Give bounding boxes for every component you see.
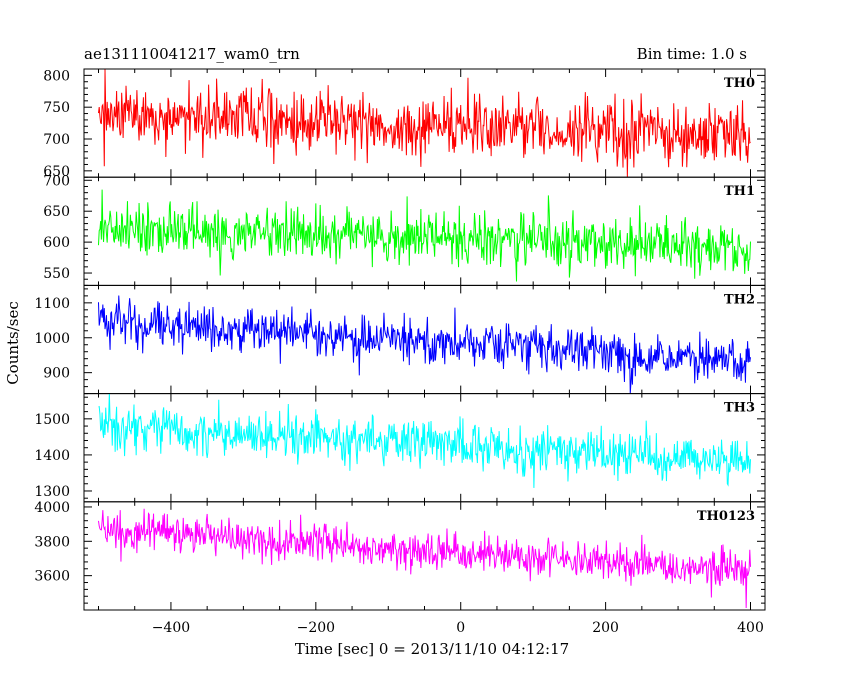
x-tick-label: −400 <box>152 620 190 636</box>
bin-time-label: Bin time: 1.0 s <box>637 45 747 63</box>
panel-th2: 900 1000 1100 TH2 <box>34 284 766 395</box>
chart-title: ae131110041217_wam0_trn <box>84 45 300 63</box>
y-tick-label: 700 <box>43 132 70 148</box>
panel-label-th2: TH2 <box>724 292 755 307</box>
y-tick-label: 1100 <box>34 296 70 312</box>
panel-label-th3: TH3 <box>724 401 755 416</box>
y-tick-label: 650 <box>43 204 70 220</box>
x-tick-label: 200 <box>592 620 619 636</box>
y-tick-label: 4000 <box>34 500 70 516</box>
panel-label-th1: TH1 <box>724 184 755 199</box>
y-tick-label: 1000 <box>34 331 70 347</box>
y-tick-label: 700 <box>43 173 70 189</box>
x-axis: −400 −200 0 200 400 <box>152 620 764 636</box>
panel-th3: 1300 1400 1500 TH3 <box>34 393 766 503</box>
series-line-th0123 <box>97 508 752 609</box>
panel-label-th0: TH0 <box>724 76 755 91</box>
y-tick-label: 650 <box>43 164 70 180</box>
x-tick-label: 400 <box>737 620 764 636</box>
y-tick-label: 3600 <box>34 569 70 585</box>
y-tick-label: 1300 <box>34 484 70 500</box>
y-tick-label: 3800 <box>34 534 70 550</box>
y-axis-label: Counts/sec <box>4 301 22 385</box>
series-line-th0 <box>97 69 751 178</box>
panel-th1: 550 600 650 700 TH1 <box>43 173 766 286</box>
panel-label-th0123: TH0123 <box>697 509 755 524</box>
y-tick-label: 600 <box>43 235 70 251</box>
y-tick-label: 800 <box>43 68 70 84</box>
x-axis-label: Time [sec] 0 = 2013/11/10 04:12:17 <box>295 640 569 658</box>
y-tick-label: 550 <box>43 266 70 282</box>
series-line-th1 <box>97 189 752 282</box>
x-tick-label: 0 <box>456 620 465 636</box>
y-tick-label: 750 <box>43 100 70 116</box>
panel-th0123: 3600 3800 4000 TH0123 <box>34 500 766 611</box>
panel-th0: 650 700 750 800 TH0 <box>43 68 766 180</box>
y-tick-label: 1500 <box>34 412 70 428</box>
y-tick-label: 900 <box>43 366 70 382</box>
series-line-th2 <box>97 295 752 394</box>
y-tick-label: 1400 <box>34 448 70 464</box>
x-tick-label: −200 <box>297 620 335 636</box>
series-line-th3 <box>98 393 752 488</box>
